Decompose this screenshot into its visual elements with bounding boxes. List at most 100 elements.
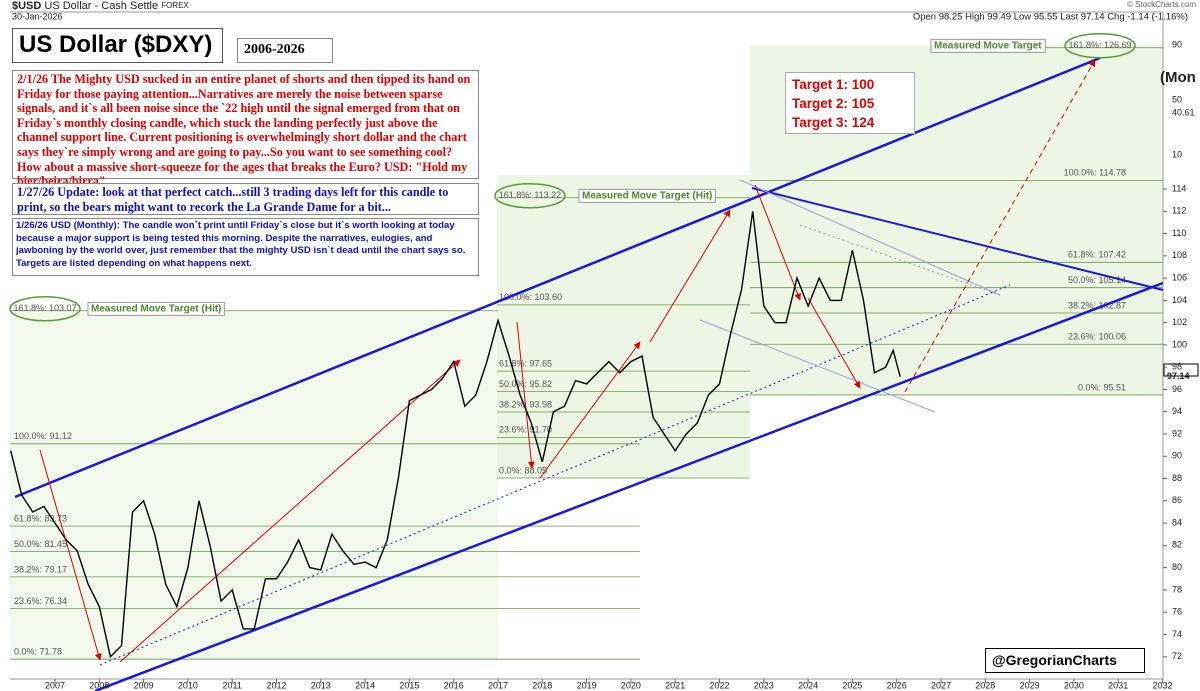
y-tick-label: 86 <box>1172 495 1182 505</box>
x-tick-label: 2009 <box>134 680 154 690</box>
note: 1/26/26 USD (Monthly): The candle won`t … <box>12 218 479 276</box>
y-tick-label: 102 <box>1172 317 1187 327</box>
measured-move-ellipse <box>1064 32 1136 59</box>
note: 2/1/26 The Mighty USD sucked in an entir… <box>12 70 479 188</box>
arrows <box>39 59 1096 663</box>
channel-mid <box>99 284 1011 666</box>
fib-label: 100.0%: 91.12 <box>14 431 72 441</box>
x-tick-label: 2023 <box>754 680 774 690</box>
fib-label: 100.0%: 114.78 <box>1064 168 1126 178</box>
indicator-tick-label: 10 <box>1172 149 1182 159</box>
symbol: $USD US Dollar - Cash Settle FOREX <box>12 0 189 12</box>
indicator-label: (Mon <box>1160 69 1196 86</box>
arrow <box>807 297 861 389</box>
fib-label: 23.6%: 100.06 <box>1068 332 1126 342</box>
y-tick-label: 72 <box>1172 651 1182 661</box>
measured-move-ellipse <box>494 182 566 209</box>
measured-move-note: Measured Move Target <box>934 40 1042 51</box>
fib-zone <box>10 311 498 660</box>
indicator-tick-label: 50 <box>1172 94 1182 104</box>
y-tick-label: 96 <box>1172 384 1182 394</box>
measured-move-note: Measured Move Target (Hit) <box>91 303 221 314</box>
measured-move-label: 161.8%: 103.07 <box>13 303 76 313</box>
x-tick-label: 2029 <box>1020 680 1040 690</box>
x-tick-label: 2022 <box>709 680 729 690</box>
fib-label: 61.8%: 107.42 <box>1068 250 1126 260</box>
trend-line <box>739 179 1001 296</box>
fib-label: 0.0%: 88.05 <box>499 465 547 475</box>
arrow <box>119 359 461 663</box>
source: © StockCharts.com <box>1127 0 1196 9</box>
x-tick-label: 2008 <box>89 680 109 690</box>
y-tick-label: 112 <box>1172 206 1186 216</box>
x-tick-label: 2011 <box>223 680 242 690</box>
target: Target 1: 100 <box>792 77 875 92</box>
trend-line <box>799 224 1001 296</box>
fib-label: 23.6%: 76.34 <box>14 596 67 606</box>
x-tick-label: 2013 <box>311 680 331 690</box>
x-tick-label: 2012 <box>266 680 286 690</box>
indicator-tick-label: 40.61 <box>1172 107 1195 117</box>
x-tick-label: 2015 <box>399 680 419 690</box>
target: Target 2: 105 <box>792 96 875 111</box>
measured-move-note: Measured Move Target (Hit) <box>582 190 712 201</box>
quote: Open 98.25 High 99.49 Low 95.55 Last 97.… <box>913 12 1188 23</box>
arrow <box>649 209 731 343</box>
y-tick-label: 90 <box>1172 451 1182 461</box>
measured-move-label: 161.8%: 113.22 <box>499 190 561 200</box>
y-tick-label: 98 <box>1172 362 1182 372</box>
arrow <box>539 341 641 479</box>
y-tick-label: 92 <box>1172 428 1182 438</box>
y-tick-label: 74 <box>1172 629 1182 639</box>
arrow <box>904 59 1096 393</box>
exchange: FOREX <box>161 1 189 10</box>
fib-zone <box>497 175 750 478</box>
x-tick-label: 2032 <box>1152 680 1172 690</box>
fib-label: 23.6%: 91.70 <box>499 425 552 435</box>
measured-move-label: 161.8%: 126.69 <box>1068 40 1131 50</box>
symbol-text: $USD <box>12 0 41 12</box>
x-tick-label: 2014 <box>355 680 375 690</box>
channel-lower <box>94 281 1164 691</box>
x-tick-label: 2020 <box>621 680 641 690</box>
x-tick-label: 2025 <box>842 680 862 690</box>
y-tick-label: 82 <box>1172 540 1182 550</box>
y-tick-label: 114 <box>1172 183 1186 193</box>
channel-upper <box>14 56 1101 499</box>
fib-label: 50.0%: 81.45 <box>14 539 67 549</box>
fib-label: 61.8%: 97.65 <box>499 358 552 368</box>
last-value: 97.14 <box>1167 371 1190 381</box>
y-tick-label: 78 <box>1172 584 1182 594</box>
y-tick-label: 84 <box>1172 517 1182 527</box>
trend-line <box>751 187 1164 291</box>
arrow <box>39 449 102 661</box>
measured-move-ellipse <box>9 295 81 322</box>
last-value-box <box>1163 363 1199 377</box>
x-tick-label: 2018 <box>532 680 552 690</box>
x-tick-label: 2027 <box>931 680 951 690</box>
x-tick-label: 2024 <box>798 680 818 690</box>
fib-label: 61.8%: 83.73 <box>14 513 67 523</box>
x-tick-label: 2031 <box>1108 680 1128 690</box>
symbol-name: US Dollar - Cash Settle <box>44 0 158 12</box>
fib-label: 0.0%: 71.78 <box>14 647 62 657</box>
watermark: @GregorianCharts <box>985 648 1145 673</box>
y-tick-label: 100 <box>1172 339 1187 349</box>
fib-label: 50.0%: 95.82 <box>499 379 552 389</box>
fib-label: 0.0%: 95.51 <box>1078 382 1126 392</box>
y-tick-label: 80 <box>1172 562 1182 572</box>
note-box <box>930 38 1046 53</box>
note-box <box>87 301 225 316</box>
note-box <box>578 188 716 203</box>
targets: Target 1: 100 Target 2: 105 Target 3: 12… <box>785 72 915 134</box>
x-tick-label: 2016 <box>444 680 464 690</box>
x-tick-label: 2028 <box>975 680 995 690</box>
y-tick-label: 106 <box>1172 272 1187 282</box>
x-tick-label: 2021 <box>665 680 685 690</box>
fib-label: 38.2%: 79.17 <box>14 564 67 574</box>
x-tick-label: 2010 <box>178 680 198 690</box>
x-tick-label: 2019 <box>577 680 597 690</box>
x-tick-label: 2017 <box>488 680 508 690</box>
arrow <box>516 321 535 469</box>
